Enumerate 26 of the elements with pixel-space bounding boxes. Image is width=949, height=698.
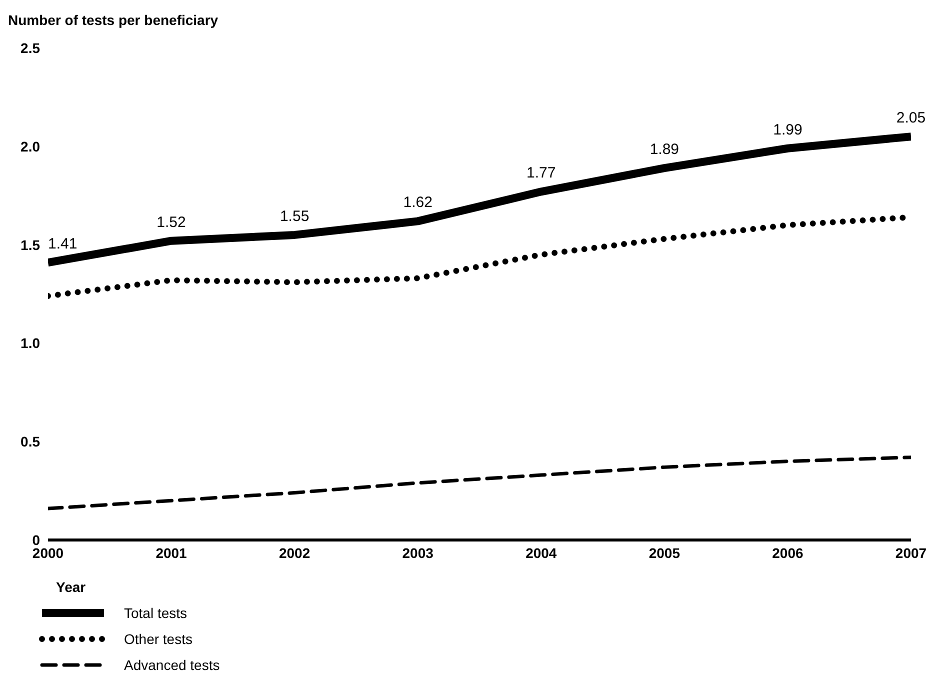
legend-label: Advanced tests (124, 657, 220, 673)
y-tick-label: 1.5 (20, 236, 40, 253)
data-label: 1.62 (403, 194, 432, 212)
x-axis-title: Year (56, 579, 86, 595)
y-axis-title: Number of tests per beneficiary (8, 12, 218, 28)
x-tick-label: 2001 (156, 544, 188, 561)
x-tick-label: 2005 (648, 544, 680, 561)
data-label: 1.41 (48, 236, 78, 253)
data-label: 1.77 (526, 164, 556, 182)
x-tick-label: 2004 (526, 544, 557, 561)
y-tick-label: 2.0 (20, 138, 40, 154)
y-tick-label: 2.5 (20, 40, 40, 56)
data-label: 2.05 (896, 110, 926, 127)
legend-label: Total tests (124, 605, 188, 621)
y-tick-label: 0.5 (20, 434, 40, 450)
data-label: 1.99 (773, 121, 802, 138)
x-tick-label: 2002 (278, 544, 310, 561)
x-tick-label: 2007 (895, 544, 927, 561)
line-series (48, 456, 911, 510)
legend-label: Other tests (124, 631, 192, 647)
y-tick-label: 1.0 (20, 335, 40, 352)
data-label: 1.89 (650, 141, 680, 158)
data-label: 1.55 (280, 208, 310, 225)
data-label: 1.52 (156, 214, 186, 231)
x-tick-label: 2006 (772, 544, 804, 561)
x-tick-label: 2003 (402, 544, 434, 561)
